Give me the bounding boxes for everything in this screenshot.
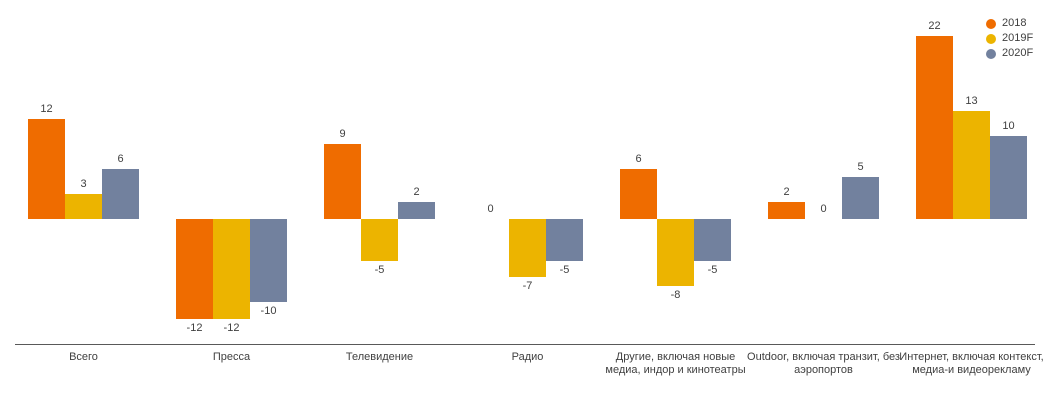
bar-2019F-cat6 [953,110,990,219]
legend-dot-2020f-icon [986,48,996,59]
legend-label-2020f: 2020F [1002,47,1034,59]
bar-value-label-2020F-cat0: 6 [117,152,124,165]
bar-value-label-2020F-cat1: -10 [260,305,277,318]
x-axis-label-tv: Телевидение [345,351,414,363]
bar-2020F-cat5 [842,177,879,219]
bar-value-label-2018-cat0: 12 [40,102,53,115]
x-axis-label-outdoor: Outdoor, включая транзит, без аэропортов [747,351,900,376]
bar-value-label-2019F-cat2: -5 [374,263,385,276]
x-axis-label-pressa: Пресса [212,351,251,363]
bar-2020F-cat3 [546,219,583,261]
bar-value-label-2019F-cat5: 0 [820,203,827,215]
bar-2019F-cat3 [509,219,546,278]
legend-dot-2019f-icon [986,33,996,44]
bar-value-label-2019F-cat3: -7 [522,280,533,293]
bar-2019F-cat2 [361,219,398,261]
bar-value-label-2020F-cat5: 5 [857,161,864,174]
bar-value-label-2018-cat6: 22 [928,19,941,32]
bar-value-label-2018-cat2: 9 [339,127,346,140]
bar-2020F-cat2 [398,202,435,219]
bar-2020F-cat4 [694,219,731,261]
bar-value-label-2020F-cat2: 2 [413,186,420,199]
x-axis-label-internet: Интернет, включая контекст, медиа-и виде… [899,351,1044,376]
x-axis-label-radio: Радио [511,351,544,363]
bar-value-label-2018-cat4: 6 [635,152,642,165]
bar-2018-cat4 [620,168,657,219]
x-axis-label-drugie: Другие, включая новые медиа, индор и кин… [605,351,746,376]
bar-2018-cat2 [324,143,361,219]
bar-value-label-2018-cat1: -12 [186,322,203,335]
bar-value-label-2018-cat5: 2 [783,186,790,199]
bar-2020F-cat1 [250,219,287,303]
bar-value-label-2020F-cat3: -5 [559,263,570,276]
bar-value-label-2020F-cat6: 10 [1002,119,1015,132]
legend-dot-2018-icon [986,18,996,29]
bar-2019F-cat4 [657,219,694,286]
bar-2018-cat5 [768,202,805,219]
x-axis-label-vsego: Всего [69,351,98,363]
bar-value-label-2019F-cat6: 13 [965,94,978,107]
bar-2020F-cat6 [990,135,1027,219]
bar-2020F-cat0 [102,168,139,219]
bar-value-label-2019F-cat4: -8 [670,288,681,301]
bar-2019F-cat1 [213,219,250,320]
bar-2018-cat6 [916,35,953,219]
bar-2019F-cat0 [65,193,102,219]
legend-item-2020f: 2020F [986,46,1033,61]
bar-2018-cat1 [176,219,213,320]
x-axis-line [15,344,1035,345]
legend-item-2019f: 2019F [986,31,1033,46]
legend-label-2019f: 2019F [1002,32,1034,44]
bar-2018-cat0 [28,118,65,219]
bar-value-label-2018-cat3: 0 [487,203,494,215]
legend-label-2018: 2018 [1002,17,1027,29]
legend-item-2018: 2018 [986,16,1033,31]
bar-value-label-2019F-cat1: -12 [223,322,240,335]
legend: 2018 2019F 2020F [986,16,1033,61]
bar-value-label-2019F-cat0: 3 [80,177,87,190]
bar-value-label-2020F-cat4: -5 [707,263,718,276]
